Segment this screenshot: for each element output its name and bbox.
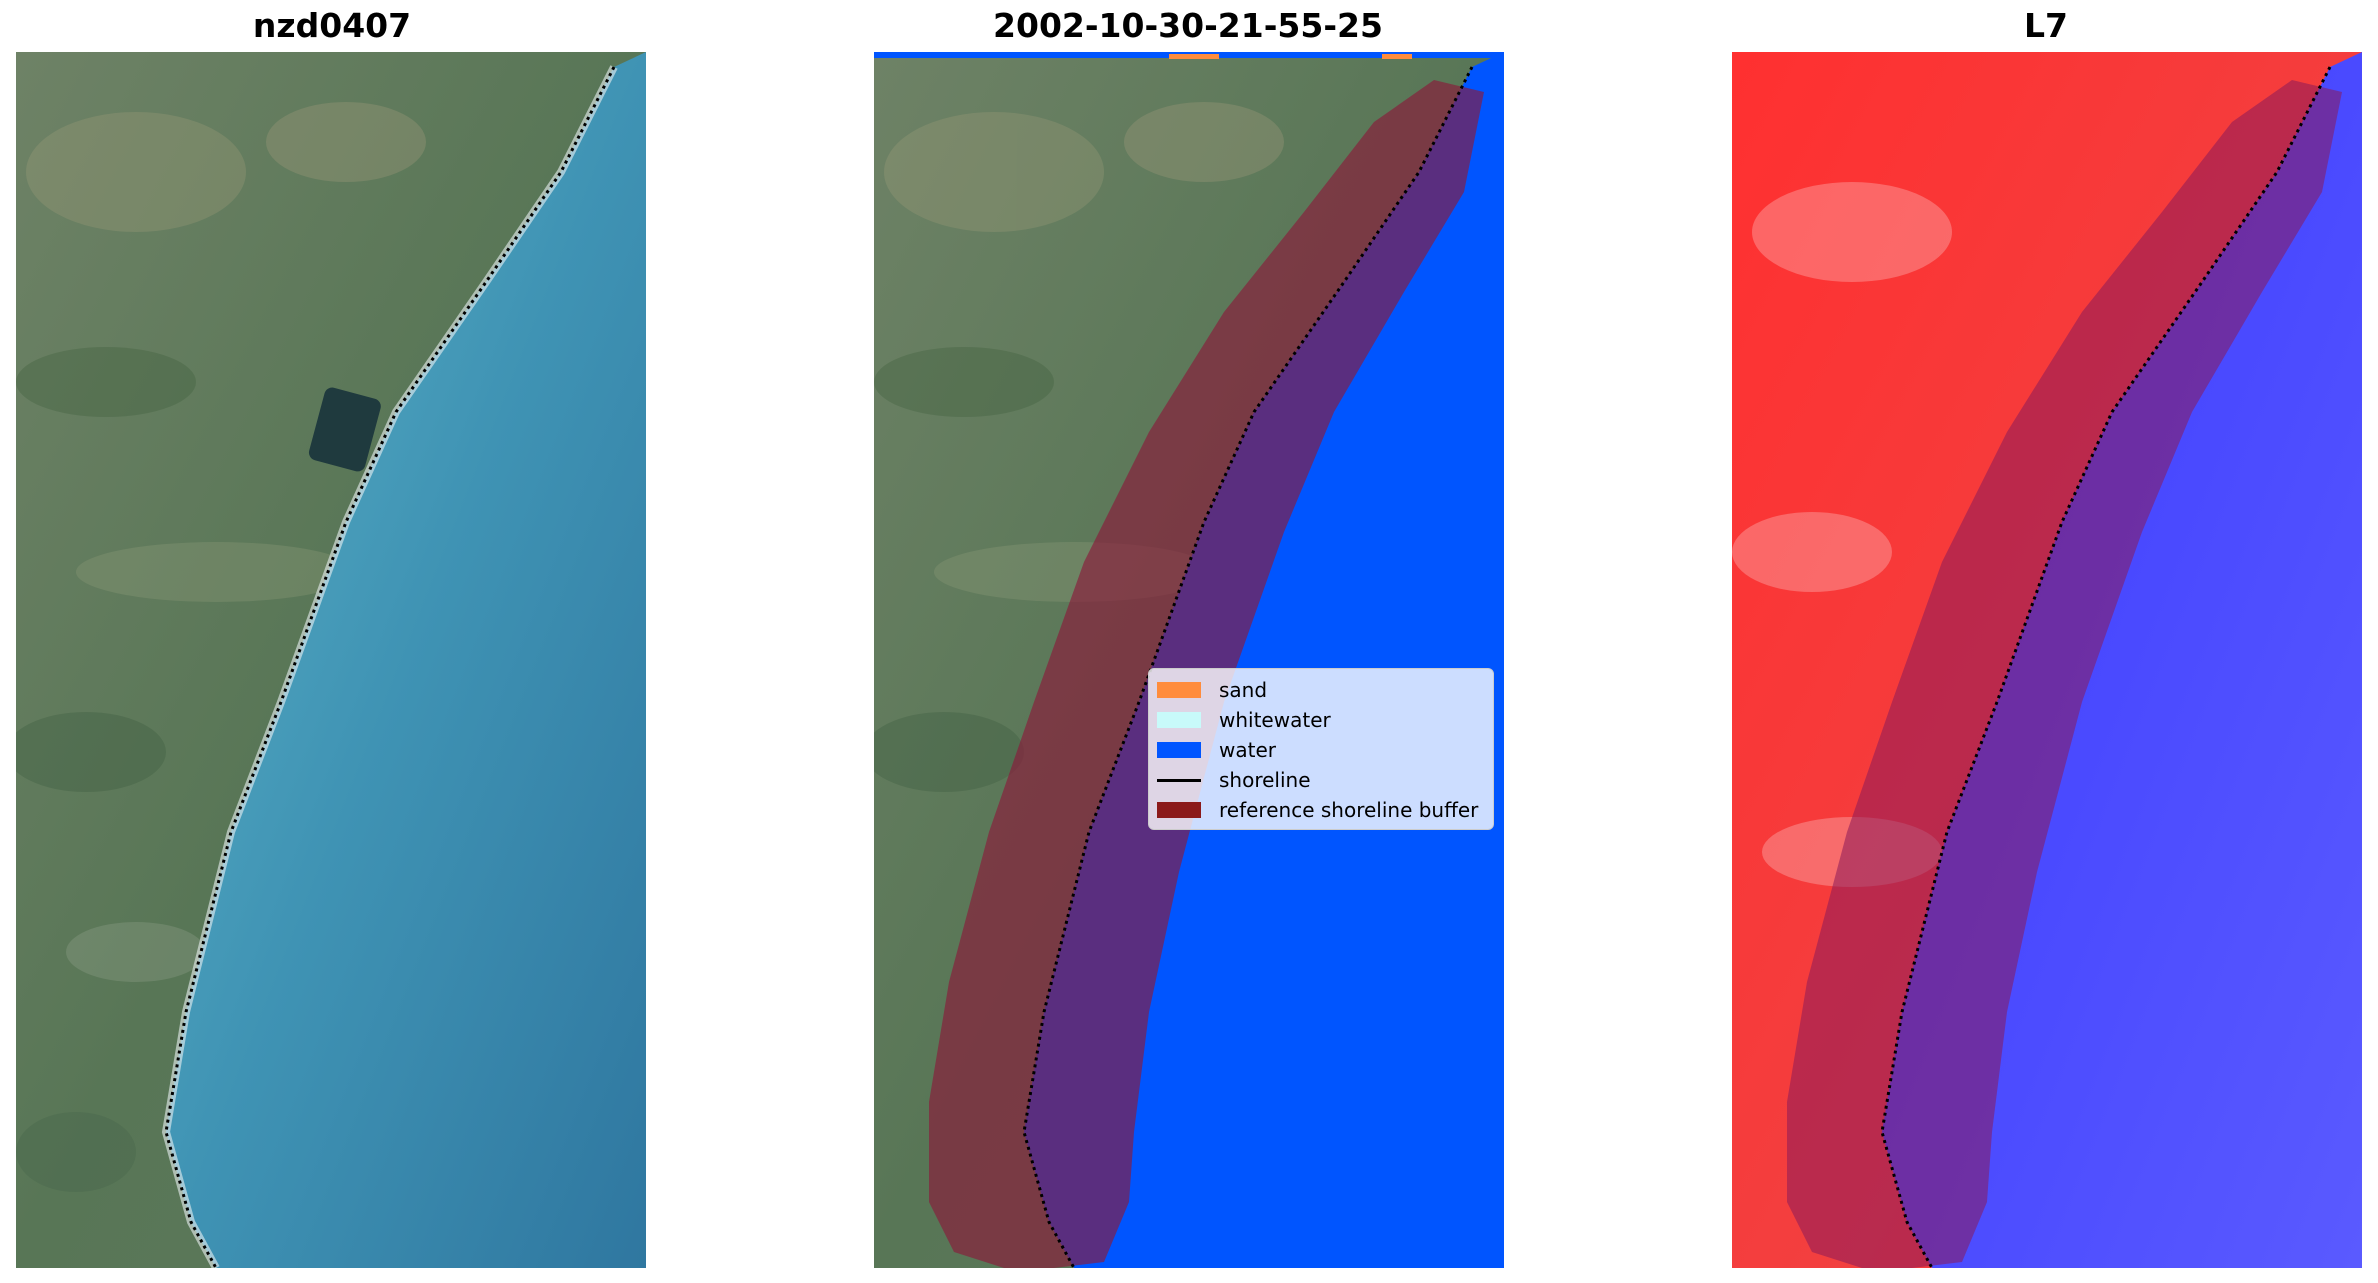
whitewater-swatch	[1157, 712, 1201, 728]
buffer-swatch	[1157, 802, 1201, 818]
shoreline	[1022, 66, 1474, 1268]
legend-item-buffer: reference shoreline buffer	[1157, 795, 1485, 825]
legend-item-water: water	[1157, 735, 1485, 765]
legend-label: sand	[1219, 678, 1268, 702]
legend-item-sand: sand	[1157, 675, 1485, 705]
panel-title-classification: 2002-10-30-21-55-25	[993, 6, 1383, 45]
legend-label: whitewater	[1219, 708, 1331, 732]
legend-label: shoreline	[1219, 768, 1311, 792]
sand-pixels	[1382, 54, 1412, 59]
legend-label: water	[1219, 738, 1276, 762]
sand-pixels	[1169, 54, 1219, 59]
index-svg	[1732, 52, 2362, 1268]
rgb-satellite-image	[16, 52, 646, 1268]
legend-label: reference shoreline buffer	[1219, 798, 1479, 822]
shoreline	[164, 66, 616, 1268]
sea-area	[166, 52, 646, 1268]
classification-svg	[874, 52, 1504, 1268]
terrain-texture	[16, 102, 426, 1192]
water-swatch	[1157, 742, 1201, 758]
dark-pond	[308, 387, 381, 472]
sand-swatch	[1157, 682, 1201, 698]
shoreline	[1880, 66, 2332, 1268]
rgb-image-svg	[16, 52, 646, 1268]
legend-item-whitewater: whitewater	[1157, 705, 1485, 735]
panel-title-index: L7	[2024, 6, 2068, 45]
index-image	[1732, 52, 2362, 1268]
classification-image	[874, 52, 1504, 1268]
panel-title-rgb: nzd0407	[252, 6, 412, 45]
legend: sand whitewater water shoreline referenc…	[1148, 668, 1494, 830]
reference-shoreline-buffer	[1787, 80, 2342, 1268]
legend-item-shoreline: shoreline	[1157, 765, 1485, 795]
shoreline-line-swatch	[1157, 778, 1201, 782]
